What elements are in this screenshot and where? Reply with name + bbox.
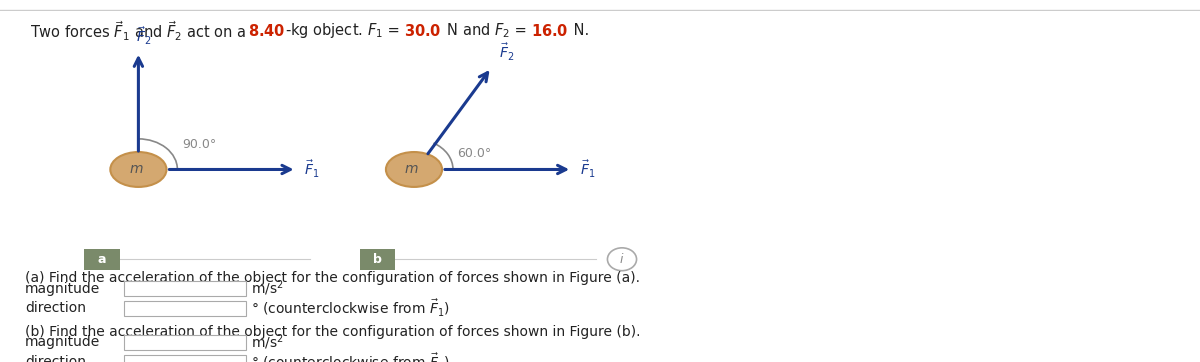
Text: 60.0°: 60.0°: [457, 147, 491, 160]
Text: $\vec{F}_1$: $\vec{F}_1$: [580, 159, 595, 180]
Text: m/s$^2$: m/s$^2$: [251, 333, 283, 352]
Text: $\vec{F}_1$: $\vec{F}_1$: [305, 159, 319, 180]
Text: magnitude: magnitude: [25, 282, 101, 296]
Text: -kg object. $F_1$: -kg object. $F_1$: [284, 21, 383, 40]
Text: b: b: [373, 253, 382, 266]
Circle shape: [607, 248, 636, 271]
FancyBboxPatch shape: [124, 355, 246, 362]
Text: $m$: $m$: [128, 163, 143, 177]
Text: m/s$^2$: m/s$^2$: [251, 279, 283, 299]
Text: ° (counterclockwise from $\vec{F}_1$): ° (counterclockwise from $\vec{F}_1$): [251, 298, 450, 319]
FancyBboxPatch shape: [124, 281, 246, 296]
Text: $m$: $m$: [404, 163, 419, 177]
Text: =: =: [383, 23, 404, 38]
FancyBboxPatch shape: [124, 301, 246, 316]
Text: $i$: $i$: [619, 252, 625, 266]
Text: direction: direction: [25, 301, 86, 315]
Text: (a) Find the acceleration of the object for the configuration of forces shown in: (a) Find the acceleration of the object …: [25, 271, 640, 285]
Text: magnitude: magnitude: [25, 336, 101, 349]
Text: (b) Find the acceleration of the object for the configuration of forces shown in: (b) Find the acceleration of the object …: [25, 325, 641, 339]
Ellipse shape: [110, 152, 167, 187]
Ellipse shape: [386, 152, 442, 187]
Text: $\vec{F}_2$: $\vec{F}_2$: [136, 26, 151, 47]
Text: 90.0°: 90.0°: [182, 138, 217, 151]
Text: N and $F_2$: N and $F_2$: [442, 21, 510, 40]
FancyBboxPatch shape: [84, 249, 120, 270]
Text: direction: direction: [25, 355, 86, 362]
Text: $\mathbf{8.40}$: $\mathbf{8.40}$: [247, 23, 284, 39]
FancyBboxPatch shape: [124, 335, 246, 350]
Text: $\mathbf{30.0}$: $\mathbf{30.0}$: [404, 23, 442, 39]
Text: =: =: [510, 23, 532, 38]
FancyBboxPatch shape: [360, 249, 395, 270]
Text: Two forces $\vec{F}_1$ and $\vec{F}_2$ act on a: Two forces $\vec{F}_1$ and $\vec{F}_2$ a…: [30, 19, 247, 43]
Text: N.: N.: [569, 23, 589, 38]
Text: a: a: [97, 253, 107, 266]
Text: $\mathbf{16.0}$: $\mathbf{16.0}$: [532, 23, 569, 39]
Text: $\vec{F}_2$: $\vec{F}_2$: [499, 42, 515, 63]
Text: ° (counterclockwise from $\vec{F}_1$): ° (counterclockwise from $\vec{F}_1$): [251, 352, 450, 362]
